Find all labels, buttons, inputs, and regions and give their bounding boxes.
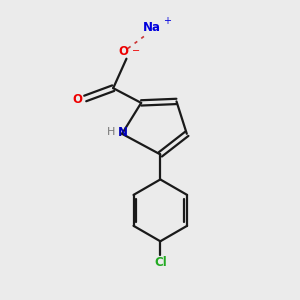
Text: O: O <box>118 45 128 58</box>
Text: +: + <box>163 16 171 26</box>
Text: Cl: Cl <box>154 256 167 269</box>
Text: N: N <box>118 126 128 139</box>
Text: −: − <box>132 46 140 56</box>
Text: H: H <box>107 127 115 137</box>
Text: Na: Na <box>142 21 160 34</box>
Text: O: O <box>72 93 82 106</box>
